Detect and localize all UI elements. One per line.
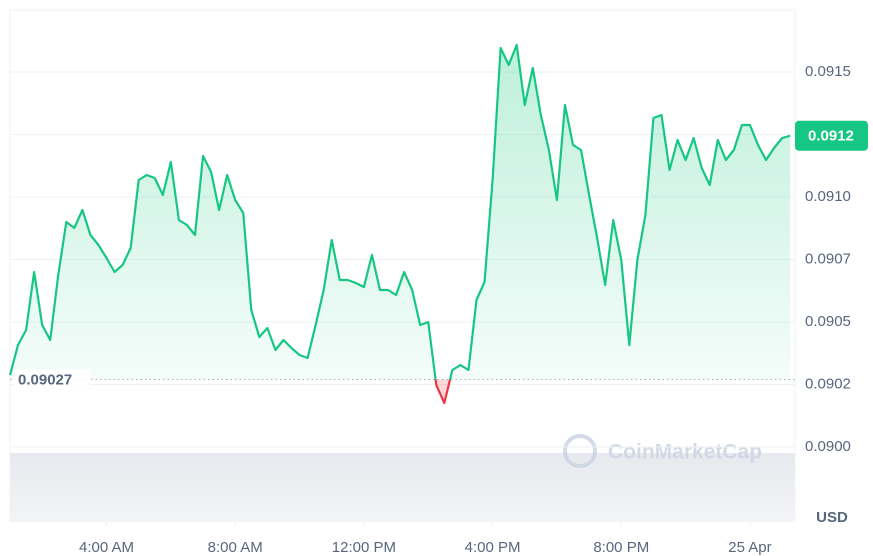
y-tick-label: 0.0907 xyxy=(805,250,851,267)
watermark: CoinMarketCap xyxy=(563,434,762,468)
currency-label: USD xyxy=(816,509,848,526)
x-tick-label: 12:00 PM xyxy=(332,539,396,556)
watermark-text: CoinMarketCap xyxy=(608,441,762,464)
y-tick-label: 0.0915 xyxy=(805,63,851,80)
x-tick-label: 4:00 AM xyxy=(79,539,134,556)
x-tick-label: 8:00 PM xyxy=(593,539,649,556)
x-tick-label: 25 Apr xyxy=(728,539,771,556)
current-price-label: 0.0912 xyxy=(808,128,854,145)
y-tick-label: 0.0910 xyxy=(805,188,851,205)
price-line xyxy=(8,43,791,380)
y-tick-label: 0.0905 xyxy=(805,313,851,330)
watermark-logo xyxy=(563,434,597,468)
y-tick-label: 0.0902 xyxy=(805,375,851,392)
volume-area xyxy=(10,453,795,522)
baseline-label-bg xyxy=(14,369,90,390)
y-tick-label: 0.0900 xyxy=(805,438,851,455)
baseline-label: 0.09027 xyxy=(18,371,72,388)
x-tick-label: 8:00 AM xyxy=(208,539,263,556)
x-tick-label: 4:00 PM xyxy=(465,539,521,556)
current-price-tag xyxy=(795,120,868,151)
area-above-baseline xyxy=(10,45,791,380)
